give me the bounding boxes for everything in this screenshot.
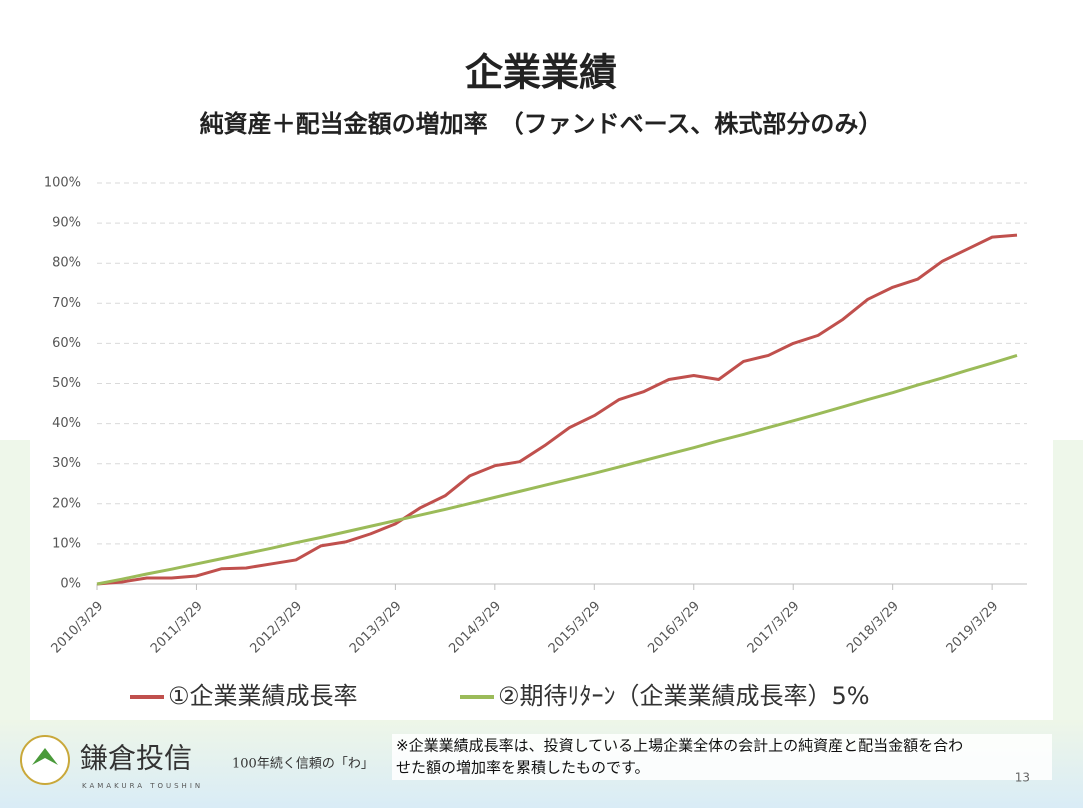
series-line	[96, 353, 1018, 586]
side-decoration	[1053, 440, 1083, 720]
plot: 0% 10% 20% 30% 40% 50% 60% 70% 80% 90% 100% 2010/3/…	[44, 176, 1027, 710]
y-tick-label: 20%	[52, 496, 81, 511]
logo-subtext: KAMAKURA TOUSHIN	[82, 782, 203, 790]
note-box	[392, 734, 1052, 780]
footer: 鎌倉投信 KAMAKURA TOUSHIN 100年続く信頼の「わ」 ※企業業績…	[20, 734, 1052, 790]
y-tick-label: 80%	[52, 256, 81, 271]
logo-text: 鎌倉投信	[80, 742, 192, 775]
page-number: 13	[1015, 771, 1030, 785]
chart-subtitle: 純資産＋配当金額の増加率 （ファンドベース、株式部分のみ）	[200, 110, 883, 138]
y-tick-label: 70%	[52, 296, 81, 311]
note-line: せた額の増加率を累積したものです。	[396, 759, 650, 777]
y-tick-label: 0%	[60, 577, 81, 592]
x-tick-label: 2016/3/29	[645, 599, 703, 657]
logo-mark	[20, 735, 70, 785]
x-tick-label: 2011/3/29	[148, 599, 206, 657]
series-line	[96, 233, 1018, 586]
tagline: 100年続く信頼の「わ」	[232, 757, 374, 772]
legend-label: ②期待ﾘﾀｰﾝ（企業業績成長率）5%	[498, 682, 870, 710]
x-tick-label: 2010/3/29	[49, 599, 107, 657]
x-tick-label: 2014/3/29	[446, 599, 504, 657]
logo-icon	[32, 748, 58, 765]
legend-label: ①企業業績成長率	[168, 682, 358, 710]
side-decoration	[0, 440, 30, 720]
y-tick-label: 60%	[52, 336, 81, 351]
x-tick-label: 2018/3/29	[844, 599, 902, 657]
x-tick-label: 2012/3/29	[247, 599, 305, 657]
x-tick-label: 2013/3/29	[347, 599, 405, 657]
y-tick-label: 30%	[52, 456, 81, 471]
y-tick-label: 90%	[52, 216, 81, 231]
chart-title: 企業業績	[465, 51, 617, 95]
note-line: ※企業業績成長率は、投資している上場企業全体の会計上の純資産と配当金額を合わ	[396, 737, 963, 755]
y-tick-label: 10%	[52, 536, 81, 551]
y-tick-label: 100%	[44, 176, 81, 191]
x-tick-label: 2015/3/29	[546, 599, 604, 657]
y-tick-label: 50%	[52, 376, 81, 391]
x-tick-label: 2017/3/29	[745, 599, 803, 657]
y-tick-label: 40%	[52, 416, 81, 431]
x-tick-label: 2019/3/29	[944, 599, 1002, 657]
